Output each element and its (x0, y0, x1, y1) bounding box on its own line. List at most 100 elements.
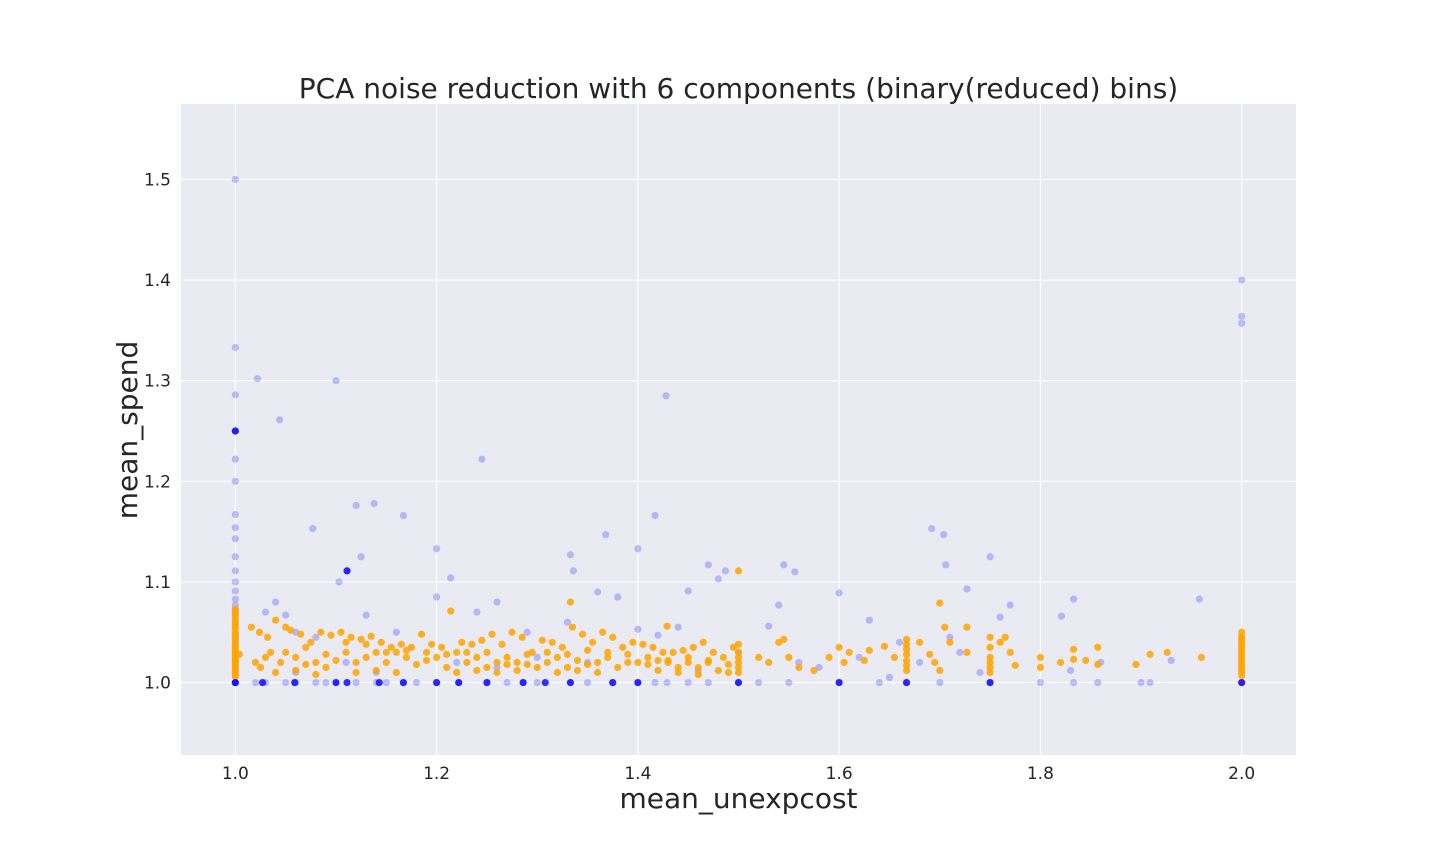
data-point (483, 648, 491, 656)
data-point (282, 678, 290, 687)
data-point (669, 648, 677, 656)
data-point (271, 598, 280, 606)
data-point (563, 650, 572, 658)
data-point (543, 658, 551, 667)
data-point (523, 650, 531, 658)
data-point (963, 623, 971, 631)
data-point (1146, 678, 1154, 687)
data-point (553, 653, 561, 662)
data-point (594, 658, 602, 667)
data-point (235, 650, 243, 658)
data-point (791, 568, 799, 576)
data-point (342, 658, 350, 667)
data-point (370, 499, 378, 508)
data-point (312, 670, 320, 679)
data-point (785, 678, 793, 687)
data-point (1070, 655, 1078, 664)
data-point (902, 656, 911, 665)
data-point (639, 640, 647, 648)
data-point (488, 630, 496, 638)
data-point (347, 633, 355, 641)
data-point (468, 640, 476, 648)
data-point (563, 663, 572, 672)
data-point (875, 678, 883, 687)
data-point (433, 593, 441, 601)
y-tick-label: 1.4 (144, 271, 171, 291)
data-point (654, 666, 662, 675)
data-point (644, 660, 652, 669)
data-point (604, 648, 612, 656)
data-point (940, 531, 948, 539)
data-point (352, 658, 360, 667)
data-point (986, 658, 994, 667)
data-point (543, 648, 551, 656)
data-point (604, 653, 612, 662)
data-point (251, 678, 260, 687)
data-point (663, 678, 671, 687)
data-point (775, 601, 783, 609)
data-point (342, 648, 350, 656)
data-point (835, 678, 843, 687)
data-point (399, 678, 407, 687)
data-point (392, 628, 400, 636)
data-point (402, 646, 411, 654)
data-point (986, 633, 994, 641)
data-point (312, 678, 320, 687)
data-point (493, 663, 501, 672)
data-point (483, 663, 491, 672)
data-point (986, 643, 994, 651)
data-point (397, 640, 405, 648)
data-point (297, 630, 305, 638)
data-point (231, 567, 239, 575)
data-point (1011, 661, 1019, 670)
data-point (322, 663, 330, 672)
data-point (684, 658, 692, 667)
data-point (1163, 648, 1171, 656)
data-point (942, 561, 950, 569)
data-point (231, 578, 239, 586)
data-point (375, 678, 383, 687)
x-tick-label: 1.4 (624, 764, 651, 784)
data-point (1197, 653, 1206, 662)
data-point (322, 678, 330, 687)
data-point (503, 660, 511, 669)
data-point (513, 666, 521, 675)
data-point (1057, 612, 1066, 620)
data-point (1070, 595, 1078, 603)
data-point (1070, 645, 1078, 653)
data-point (343, 567, 351, 575)
data-point (659, 648, 667, 656)
data-point (724, 660, 733, 669)
data-point (865, 646, 873, 654)
data-point (231, 343, 239, 352)
data-point (231, 455, 239, 463)
data-point (387, 643, 395, 651)
data-point (447, 607, 455, 615)
data-point (865, 616, 873, 624)
data-point (332, 656, 340, 665)
data-point (916, 638, 924, 646)
data-point (662, 392, 670, 400)
data-points (231, 175, 1246, 687)
data-point (247, 623, 256, 631)
data-point (263, 633, 272, 641)
data-point (498, 640, 506, 648)
data-point (609, 678, 617, 687)
data-point (357, 635, 365, 643)
data-point (473, 608, 481, 616)
data-point (1195, 595, 1203, 603)
data-point (553, 668, 561, 677)
data-point (634, 678, 642, 687)
data-point (292, 666, 300, 675)
data-point (1036, 653, 1044, 662)
data-point (332, 377, 340, 385)
data-point (880, 642, 889, 650)
data-point (583, 660, 592, 669)
data-point (455, 678, 463, 687)
data-point (780, 635, 788, 643)
data-point (558, 643, 566, 651)
data-point (916, 658, 924, 667)
data-point (928, 525, 936, 533)
data-point (1094, 643, 1102, 651)
data-point (704, 678, 712, 687)
